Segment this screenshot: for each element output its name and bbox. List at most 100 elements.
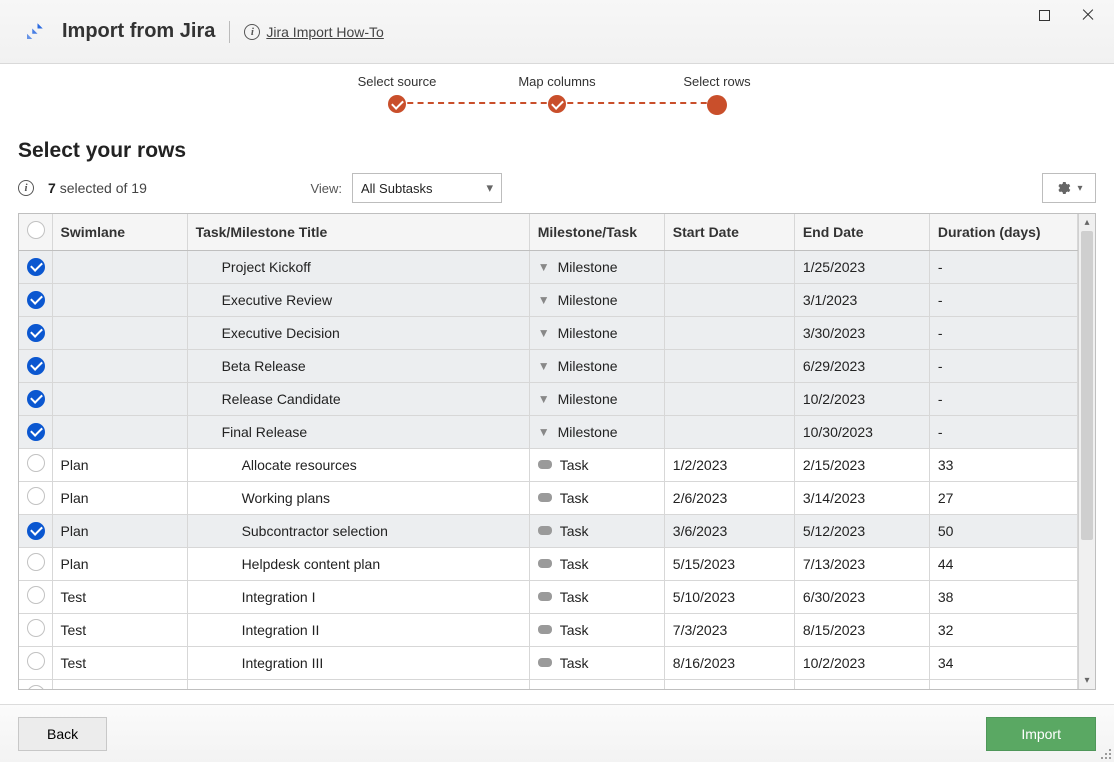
cell-swimlane: Test — [52, 580, 187, 613]
info-icon: i — [18, 180, 34, 196]
row-checkbox[interactable] — [27, 454, 45, 472]
header-duration[interactable]: Duration (days) — [929, 214, 1077, 250]
header-end[interactable]: End Date — [794, 214, 929, 250]
row-checkbox-cell — [19, 646, 52, 679]
close-button[interactable] — [1066, 0, 1110, 30]
cell-swimlane — [52, 349, 187, 382]
select-all-checkbox[interactable] — [27, 221, 45, 239]
type-label: Task — [560, 655, 589, 671]
view-selector-group: View: All Subtasks ▾ — [310, 173, 502, 203]
header-start[interactable]: Start Date — [664, 214, 794, 250]
cell-duration: 44 — [929, 547, 1077, 580]
view-select[interactable]: All Subtasks ▾ — [352, 173, 502, 203]
row-checkbox-cell — [19, 349, 52, 382]
cell-start-date: 8/16/2023 — [664, 646, 794, 679]
howto-link[interactable]: Jira Import How-To — [266, 24, 383, 40]
table-row[interactable]: Final Release▼Milestone10/30/2023- — [19, 415, 1078, 448]
header-type[interactable]: Milestone/Task — [529, 214, 664, 250]
row-checkbox[interactable] — [27, 291, 45, 309]
table-row[interactable]: PlanHelpdesk content planTask5/15/20237/… — [19, 547, 1078, 580]
selected-count: 7 — [48, 180, 56, 196]
table-row[interactable]: PlanSubcontractor selectionTask3/6/20235… — [19, 514, 1078, 547]
milestone-icon: ▼ — [538, 359, 550, 373]
info-icon: i — [244, 24, 260, 40]
vertical-scrollbar[interactable]: ▴ ▾ — [1078, 214, 1095, 689]
cell-duration: 33 — [929, 448, 1077, 481]
header-checkbox — [19, 214, 52, 250]
cell-type: Task — [529, 646, 664, 679]
row-checkbox[interactable] — [27, 586, 45, 604]
cell-duration: 32 — [929, 613, 1077, 646]
task-icon — [538, 592, 552, 601]
cell-start-date — [664, 316, 794, 349]
row-checkbox[interactable] — [27, 685, 45, 689]
row-checkbox[interactable] — [27, 258, 45, 276]
step-connector — [557, 102, 717, 104]
table-row[interactable]: Beta Release▼Milestone6/29/2023- — [19, 349, 1078, 382]
cell-end-date: 3/30/2023 — [794, 316, 929, 349]
row-checkbox[interactable] — [27, 324, 45, 342]
table-row[interactable]: DevelopPrototypeTask3/1/20233/30/202322 — [19, 679, 1078, 689]
row-checkbox-cell — [19, 613, 52, 646]
cell-swimlane — [52, 250, 187, 283]
cell-swimlane: Plan — [52, 547, 187, 580]
type-label: Milestone — [558, 325, 618, 341]
table-row[interactable]: Executive Review▼Milestone3/1/2023- — [19, 283, 1078, 316]
row-checkbox[interactable] — [27, 619, 45, 637]
cell-swimlane: Plan — [52, 514, 187, 547]
settings-button[interactable]: ▾ — [1042, 173, 1096, 203]
scroll-down-icon[interactable]: ▾ — [1079, 672, 1095, 689]
back-button[interactable]: Back — [18, 717, 107, 751]
table-row[interactable]: Executive Decision▼Milestone3/30/2023- — [19, 316, 1078, 349]
header-title[interactable]: Task/Milestone Title — [187, 214, 529, 250]
step-label: Select rows — [683, 74, 750, 89]
cell-end-date: 5/12/2023 — [794, 514, 929, 547]
cell-end-date: 3/1/2023 — [794, 283, 929, 316]
cell-title: Helpdesk content plan — [187, 547, 529, 580]
row-checkbox-cell — [19, 283, 52, 316]
jira-logo-icon — [20, 18, 48, 46]
table-body: Project Kickoff▼Milestone1/25/2023-Execu… — [19, 250, 1078, 689]
cell-start-date — [664, 415, 794, 448]
row-checkbox[interactable] — [27, 423, 45, 441]
selection-suffix: selected of 19 — [60, 180, 147, 196]
table-row[interactable]: Project Kickoff▼Milestone1/25/2023- — [19, 250, 1078, 283]
table-row[interactable]: PlanAllocate resourcesTask1/2/20232/15/2… — [19, 448, 1078, 481]
cell-type: ▼Milestone — [529, 250, 664, 283]
cell-end-date: 8/15/2023 — [794, 613, 929, 646]
row-checkbox-cell — [19, 580, 52, 613]
milestone-icon: ▼ — [538, 326, 550, 340]
chevron-down-icon: ▾ — [486, 180, 493, 196]
type-label: Milestone — [558, 259, 618, 275]
scroll-thumb[interactable] — [1081, 231, 1093, 540]
type-label: Task — [560, 622, 589, 638]
resize-grip-icon[interactable] — [1099, 747, 1111, 759]
rows-table: Swimlane Task/Milestone Title Milestone/… — [19, 214, 1078, 689]
row-checkbox[interactable] — [27, 390, 45, 408]
row-checkbox-cell — [19, 382, 52, 415]
cell-start-date: 7/3/2023 — [664, 613, 794, 646]
row-checkbox[interactable] — [27, 487, 45, 505]
table-row[interactable]: TestIntegration IITask7/3/20238/15/20233… — [19, 613, 1078, 646]
row-checkbox[interactable] — [27, 522, 45, 540]
page-title: Select your rows — [18, 139, 1096, 163]
row-checkbox-cell — [19, 679, 52, 689]
table-row[interactable]: TestIntegration IIITask8/16/202310/2/202… — [19, 646, 1078, 679]
scroll-up-icon[interactable]: ▴ — [1079, 214, 1095, 231]
titlebar-divider — [229, 21, 230, 43]
step-dot-done-icon — [548, 95, 566, 113]
row-checkbox[interactable] — [27, 357, 45, 375]
table-row[interactable]: Release Candidate▼Milestone10/2/2023- — [19, 382, 1078, 415]
type-label: Task — [560, 457, 589, 473]
table-row[interactable]: TestIntegration ITask5/10/20236/30/20233… — [19, 580, 1078, 613]
table-row[interactable]: PlanWorking plansTask2/6/20233/14/202327 — [19, 481, 1078, 514]
maximize-button[interactable] — [1022, 0, 1066, 30]
import-button[interactable]: Import — [986, 717, 1096, 751]
row-checkbox[interactable] — [27, 553, 45, 571]
cell-swimlane: Develop — [52, 679, 187, 689]
cell-end-date: 10/30/2023 — [794, 415, 929, 448]
header-swimlane[interactable]: Swimlane — [52, 214, 187, 250]
cell-swimlane: Plan — [52, 481, 187, 514]
row-checkbox[interactable] — [27, 652, 45, 670]
row-checkbox-cell — [19, 250, 52, 283]
